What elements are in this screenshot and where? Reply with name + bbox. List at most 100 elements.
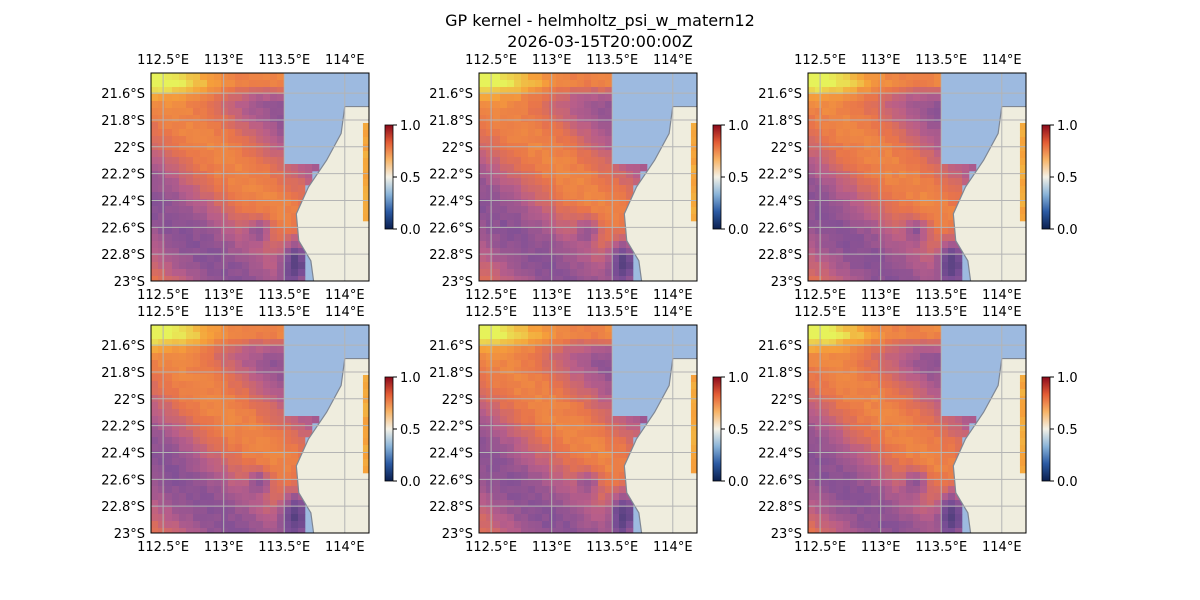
field-cell (235, 73, 243, 81)
field-cell (493, 367, 501, 375)
field-cell (829, 458, 837, 466)
y-tick-label: 21.8°S (758, 366, 802, 381)
field-cell (200, 87, 208, 95)
field-cell (479, 262, 487, 270)
field-cell (857, 255, 865, 263)
field-cell (843, 374, 851, 382)
field-cell (892, 255, 900, 263)
field-cell (591, 514, 599, 522)
field-cell (158, 185, 166, 193)
field-cell (605, 402, 613, 410)
field-cell (235, 402, 243, 410)
field-cell (584, 332, 592, 340)
field-cell (249, 185, 257, 193)
field-cell (207, 150, 215, 158)
field-cell (486, 206, 494, 214)
field-cell (235, 514, 243, 522)
field-cell (570, 234, 578, 242)
field-cell (584, 157, 592, 165)
field-cell (507, 493, 515, 501)
field-cell (193, 514, 201, 522)
field-cell (563, 437, 571, 445)
field-cell (815, 192, 823, 200)
field-cell (815, 276, 823, 281)
field-cell (528, 178, 536, 186)
field-cell (850, 493, 858, 501)
field-cell (563, 164, 571, 172)
field-cell (598, 444, 606, 452)
field-cell (500, 269, 508, 277)
field-cell (829, 150, 837, 158)
field-cell (500, 115, 508, 123)
field-cell (214, 227, 222, 235)
field-cell (514, 248, 522, 256)
field-cell (528, 157, 536, 165)
field-cell (822, 276, 830, 281)
field-cell (892, 367, 900, 375)
field-cell (605, 514, 613, 522)
field-cell (591, 157, 599, 165)
field-cell (535, 465, 543, 473)
field-cell (200, 472, 208, 480)
field-cell (542, 269, 550, 277)
field-cell (165, 136, 173, 144)
field-cell (934, 437, 942, 445)
field-cell (221, 115, 229, 123)
field-cell (263, 388, 271, 396)
field-cell (913, 136, 921, 144)
field-cell (598, 94, 606, 102)
field-cell (493, 332, 501, 340)
field-cell (885, 521, 893, 529)
field-cell (934, 150, 942, 158)
field-cell (270, 248, 278, 256)
field-cell (549, 206, 557, 214)
field-cell (829, 528, 837, 533)
field-cell (899, 486, 907, 494)
field-cell (570, 94, 578, 102)
field-cell (584, 115, 592, 123)
field-cell (913, 500, 921, 508)
field-cell (235, 430, 243, 438)
field-cell (885, 178, 893, 186)
field-cell (815, 227, 823, 235)
field-cell (962, 164, 970, 172)
field-cell (542, 164, 550, 172)
field-cell (906, 269, 914, 277)
field-cell (165, 248, 173, 256)
field-cell (591, 479, 599, 487)
field-cell (913, 409, 921, 417)
field-cell (815, 528, 823, 533)
field-cell (362, 424, 369, 432)
field-cell (277, 458, 285, 466)
field-cell (479, 472, 487, 480)
field-cell (242, 493, 250, 501)
field-cell (214, 157, 222, 165)
field-cell (479, 73, 487, 81)
field-cell (871, 472, 879, 480)
field-cell (507, 234, 515, 242)
field-cell (507, 136, 515, 144)
field-cell (214, 507, 222, 515)
field-cell (521, 178, 529, 186)
field-cell (808, 360, 816, 368)
field-cell (179, 472, 187, 480)
field-cell (878, 255, 886, 263)
field-cell (871, 479, 879, 487)
field-cell (151, 486, 159, 494)
field-cell (207, 94, 215, 102)
field-cell (899, 220, 907, 228)
field-cell (619, 479, 627, 487)
field-cell (479, 199, 487, 207)
field-cell (521, 409, 529, 417)
field-cell (486, 213, 494, 221)
field-cell (172, 129, 180, 137)
field-cell (913, 248, 921, 256)
field-cell (207, 101, 215, 109)
field-cell (556, 164, 564, 172)
field-cell (808, 332, 816, 340)
y-tick-label: 23°S (114, 275, 145, 290)
field-cell (263, 339, 271, 347)
field-cell (556, 451, 564, 459)
field-cell (920, 108, 928, 116)
field-cell (277, 94, 285, 102)
